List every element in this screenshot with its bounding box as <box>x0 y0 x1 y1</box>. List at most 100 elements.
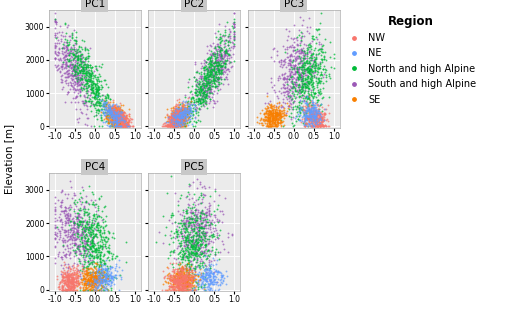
Point <box>314 111 322 116</box>
Point <box>95 79 103 84</box>
Point <box>71 95 79 101</box>
Point <box>59 45 67 50</box>
Point <box>287 93 295 98</box>
Point <box>95 213 103 218</box>
Point <box>100 103 108 109</box>
Point <box>318 46 326 51</box>
Point <box>267 76 275 81</box>
Point <box>218 238 226 243</box>
Point <box>90 253 98 258</box>
Point <box>272 105 280 110</box>
Point <box>310 72 318 77</box>
Point <box>205 82 213 88</box>
Point <box>60 205 68 210</box>
Point <box>115 113 123 118</box>
Point <box>112 117 121 122</box>
Point <box>80 92 88 98</box>
Point <box>84 65 92 70</box>
Point <box>302 115 310 120</box>
Point <box>76 107 84 112</box>
Point <box>264 123 272 129</box>
Point <box>115 119 123 125</box>
Point <box>79 231 87 237</box>
Point <box>105 106 113 112</box>
Point <box>285 103 293 109</box>
Point <box>91 269 100 274</box>
Point <box>67 204 75 209</box>
Point <box>311 124 319 129</box>
Point <box>91 263 100 269</box>
Point <box>106 110 114 116</box>
Point <box>187 254 195 260</box>
Point <box>85 76 94 82</box>
Point <box>94 89 102 95</box>
Point <box>182 286 190 291</box>
Point <box>177 114 185 119</box>
Point <box>83 122 91 127</box>
Point <box>177 285 185 290</box>
Point <box>66 65 75 71</box>
Point <box>273 49 281 54</box>
Point <box>123 123 131 128</box>
Point <box>83 80 91 86</box>
Point <box>164 272 172 277</box>
Point <box>54 57 62 62</box>
Point <box>172 121 180 127</box>
Point <box>197 100 205 105</box>
Point <box>174 112 182 118</box>
Point <box>306 108 314 114</box>
Point <box>221 64 229 69</box>
Point <box>311 109 319 115</box>
Point <box>195 234 203 240</box>
Point <box>266 111 274 116</box>
Point <box>115 117 123 122</box>
Point <box>278 118 287 123</box>
Point <box>203 80 212 85</box>
Point <box>103 108 111 113</box>
Point <box>226 29 235 35</box>
Point <box>300 115 309 120</box>
Point <box>113 118 121 123</box>
Point <box>74 56 82 61</box>
Point <box>85 230 93 235</box>
Point <box>116 116 124 121</box>
Point <box>194 222 202 227</box>
Point <box>170 120 178 125</box>
Point <box>271 122 280 127</box>
Point <box>190 279 198 285</box>
Point <box>299 94 308 99</box>
Point <box>74 74 82 79</box>
Point <box>88 269 97 274</box>
Point <box>317 116 326 121</box>
Point <box>204 64 213 70</box>
Point <box>211 251 219 256</box>
Point <box>298 63 307 68</box>
Point <box>189 236 197 241</box>
Point <box>60 227 68 232</box>
Point <box>293 66 301 71</box>
Point <box>111 119 120 125</box>
Point <box>173 284 181 290</box>
Point <box>177 229 185 234</box>
Point <box>177 120 185 125</box>
Point <box>176 108 184 113</box>
Point <box>280 71 288 76</box>
Point <box>174 104 182 109</box>
Point <box>211 46 219 51</box>
Point <box>83 94 91 99</box>
Point <box>84 221 92 227</box>
Point <box>165 117 173 122</box>
Point <box>177 247 185 253</box>
Point <box>302 100 310 105</box>
Point <box>296 104 304 110</box>
Point <box>308 100 316 106</box>
Point <box>201 73 210 78</box>
Point <box>84 258 92 263</box>
Point <box>83 224 91 229</box>
Point <box>307 120 315 126</box>
Point <box>298 68 306 73</box>
Point <box>82 83 90 89</box>
Point <box>198 81 206 86</box>
Point <box>79 66 87 71</box>
Point <box>268 47 276 52</box>
